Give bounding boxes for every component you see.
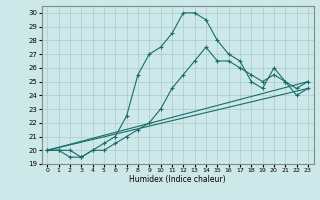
- X-axis label: Humidex (Indice chaleur): Humidex (Indice chaleur): [129, 175, 226, 184]
